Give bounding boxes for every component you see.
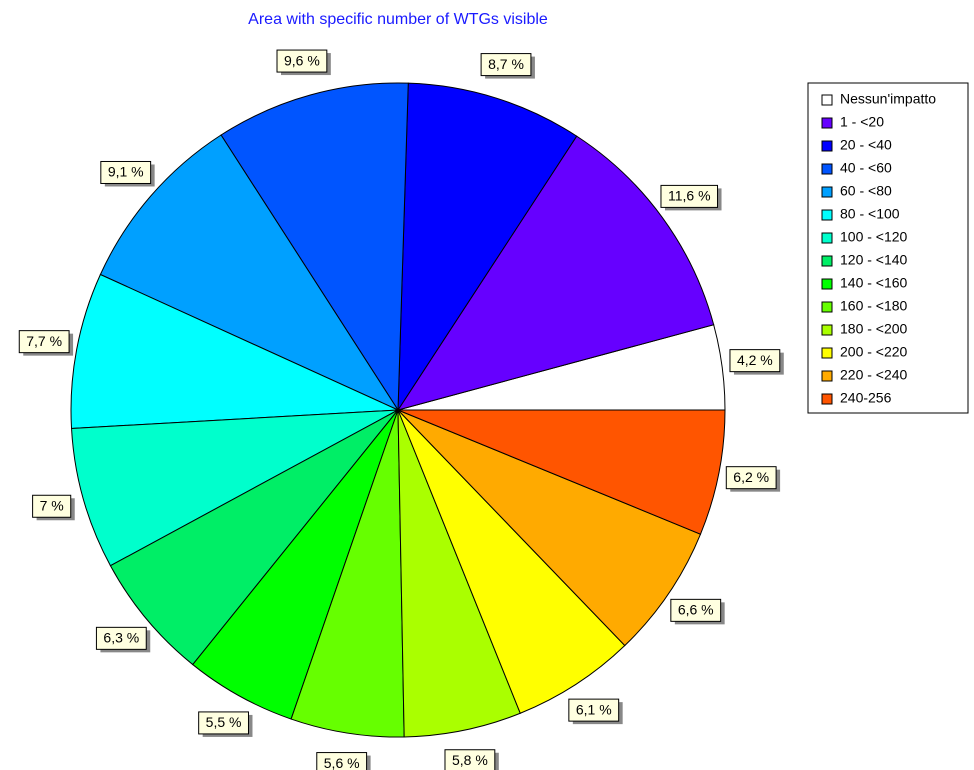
pie-slice [220, 82, 409, 412]
data-label-text: 6,6 % [678, 602, 714, 618]
data-label: 8,7 % [480, 53, 535, 79]
legend-swatch [821, 117, 833, 129]
label-box [660, 184, 719, 208]
legend-label: 80 - <100 [840, 206, 900, 222]
legend-swatch [821, 301, 833, 313]
pie-slice [70, 409, 399, 567]
data-label-text: 11,6 % [668, 188, 711, 204]
label-box [444, 749, 496, 770]
pie-slice [397, 409, 702, 647]
legend-label: 40 - <60 [840, 160, 892, 176]
legend-label: 1 - <20 [840, 114, 884, 130]
label-box [198, 711, 249, 735]
legend-swatch [821, 255, 833, 267]
data-label: 7,7 % [18, 330, 74, 356]
legend-swatch [821, 393, 833, 405]
label-box [480, 53, 532, 77]
data-label: 5,8 % [444, 749, 499, 770]
legend-label: 160 - <180 [840, 298, 908, 314]
legend-swatch [821, 324, 833, 336]
data-label-text: 9,1 % [108, 164, 144, 180]
legend-swatch [821, 370, 833, 382]
label-box [729, 349, 781, 373]
data-label-text: 6,2 % [733, 469, 769, 485]
data-label: 11,6 % [660, 184, 722, 211]
legend-swatch [821, 278, 833, 290]
label-box [100, 160, 152, 184]
label-box [568, 698, 620, 722]
legend-label: 240-256 [840, 390, 892, 406]
data-label: 5,6 % [316, 752, 371, 770]
legend-label: 120 - <140 [840, 252, 908, 268]
label-box [316, 752, 368, 770]
legend-label: 220 - <240 [840, 367, 908, 383]
pie-slice [99, 134, 400, 412]
data-label-text: 6,1 % [576, 701, 612, 717]
legend-swatch [821, 94, 833, 106]
pie-slice [397, 409, 726, 535]
data-label-text: 4,2 % [737, 352, 773, 368]
data-label-text: 5,5 % [206, 714, 242, 730]
legend-label: Nessun'impatto [840, 91, 936, 107]
data-label: 6,2 % [725, 466, 781, 492]
label-box [276, 49, 328, 73]
label-box [670, 598, 722, 622]
data-label-text: 8,7 % [488, 56, 524, 72]
data-label: 6,6 % [670, 598, 725, 625]
legend-label: 100 - <120 [840, 229, 908, 245]
legend-label: 60 - <80 [840, 183, 892, 199]
data-label: 5,5 % [198, 711, 253, 737]
label-box [18, 330, 70, 354]
pie-slice [397, 82, 578, 412]
legend-box [807, 82, 969, 414]
pie-slice [109, 409, 399, 666]
data-label-text: 9,6 % [284, 52, 320, 68]
label-box [725, 466, 777, 490]
legend-swatch [821, 209, 833, 221]
chart-title: Area with specific number of WTGs visibl… [248, 11, 548, 28]
data-label: 6,3 % [95, 626, 151, 653]
data-label-text: 5,6 % [324, 755, 360, 770]
data-label: 4,2 % [729, 349, 784, 375]
pie-slice [70, 273, 399, 430]
pie-slice [397, 409, 626, 714]
data-label: 6,1 % [568, 698, 623, 725]
data-label-text: 6,3 % [103, 630, 139, 646]
legend-swatch [821, 347, 833, 359]
data-label: 7 % [32, 494, 75, 521]
data-label-text: 7,7 % [26, 333, 62, 349]
legend-swatch [821, 140, 833, 152]
legend-label: 140 - <160 [840, 275, 908, 291]
label-box [95, 626, 147, 650]
data-label-text: 5,8 % [452, 752, 488, 768]
legend-swatch [821, 232, 833, 244]
legend-swatch [821, 186, 833, 198]
legend-label: 20 - <40 [840, 137, 892, 153]
legend-label: 200 - <220 [840, 344, 908, 360]
data-label: 9,1 % [100, 160, 155, 187]
pie-slice [396, 135, 715, 411]
legend-swatch [821, 163, 833, 175]
data-label: 9,6 % [276, 49, 331, 76]
label-box [32, 494, 72, 518]
legend-label: 180 - <200 [840, 321, 908, 337]
data-label-text: 7 % [40, 497, 64, 513]
